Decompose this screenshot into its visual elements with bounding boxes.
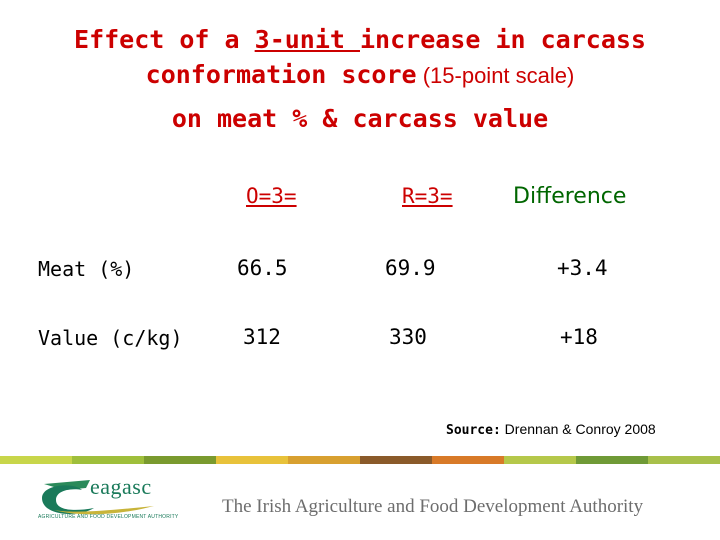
title-scale-note: (15-point scale) xyxy=(416,63,575,88)
stripe-segment xyxy=(432,456,504,464)
stripe-segment xyxy=(216,456,288,464)
title-text: increase in carcass xyxy=(360,25,646,54)
title-line-1: Effect of a 3-unit increase in carcass xyxy=(0,22,720,57)
cell-value-o: 312 xyxy=(243,325,281,349)
color-stripe xyxy=(0,456,720,464)
stripe-segment xyxy=(576,456,648,464)
source-label: Source: xyxy=(446,423,501,438)
stripe-segment xyxy=(360,456,432,464)
column-header-o: O=3= xyxy=(246,184,297,208)
source-citation: Source: Drennan & Conroy 2008 xyxy=(446,421,656,438)
stripe-segment xyxy=(504,456,576,464)
cell-value-r: 330 xyxy=(389,325,427,349)
stripe-segment xyxy=(72,456,144,464)
source-text: Drennan & Conroy 2008 xyxy=(500,421,656,437)
stripe-segment xyxy=(288,456,360,464)
title-text: on meat % & carcass value xyxy=(171,104,549,133)
stripe-segment xyxy=(144,456,216,464)
column-header-r: R=3= xyxy=(402,184,453,208)
title-line-2: conformation score (15-point scale) xyxy=(0,57,720,93)
stripe-segment xyxy=(648,456,720,464)
logo-wordmark: eagasc xyxy=(90,474,152,499)
cell-meat-difference: +3.4 xyxy=(557,256,608,280)
title-text: conformation score xyxy=(145,60,417,89)
row-label-meat: Meat (%) xyxy=(38,257,135,281)
logo-subtitle: AGRICULTURE AND FOOD DEVELOPMENT AUTHORI… xyxy=(38,514,179,520)
teagasc-logo-icon xyxy=(42,480,154,515)
cell-meat-r: 69.9 xyxy=(385,256,436,280)
row-label-value: Value (c/kg) xyxy=(38,326,183,350)
title-line-3: on meat % & carcass value xyxy=(0,101,720,136)
stripe-segment xyxy=(0,456,72,464)
cell-meat-o: 66.5 xyxy=(237,256,288,280)
title-underlined-text: 3-unit xyxy=(254,25,360,54)
column-header-difference: Difference xyxy=(513,184,627,209)
title-text: Effect of a xyxy=(74,25,255,54)
slide-title: Effect of a 3-unit increase in carcass c… xyxy=(0,22,720,136)
footer-tagline: The Irish Agriculture and Food Developme… xyxy=(222,496,644,517)
teagasc-logo: eagasc AGRICULTURE AND FOOD DEVELOPMENT … xyxy=(34,470,194,526)
cell-value-difference: +18 xyxy=(560,325,598,349)
